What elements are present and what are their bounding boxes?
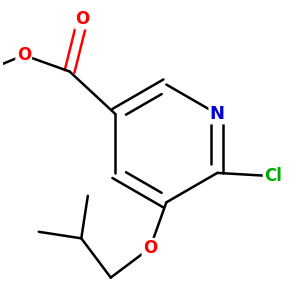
Text: O: O [143,239,157,257]
Text: O: O [16,46,31,64]
Text: O: O [76,10,90,28]
Text: N: N [210,105,225,123]
Text: Cl: Cl [264,167,282,185]
